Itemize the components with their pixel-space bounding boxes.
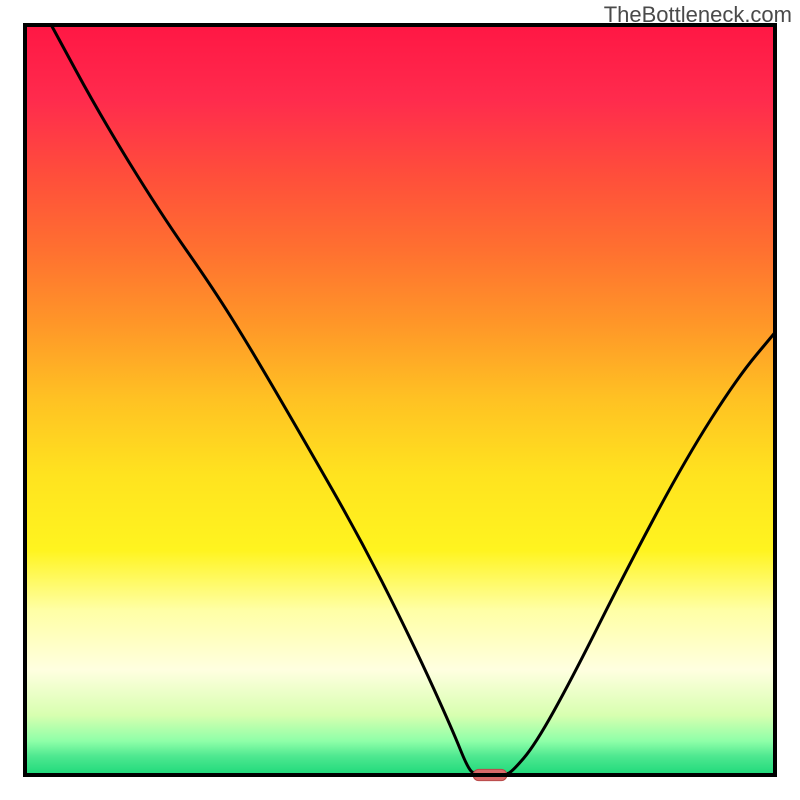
chart-background — [25, 25, 775, 775]
chart-canvas — [0, 0, 800, 800]
bottleneck-chart: TheBottleneck.com — [0, 0, 800, 800]
watermark-text: TheBottleneck.com — [604, 2, 792, 28]
